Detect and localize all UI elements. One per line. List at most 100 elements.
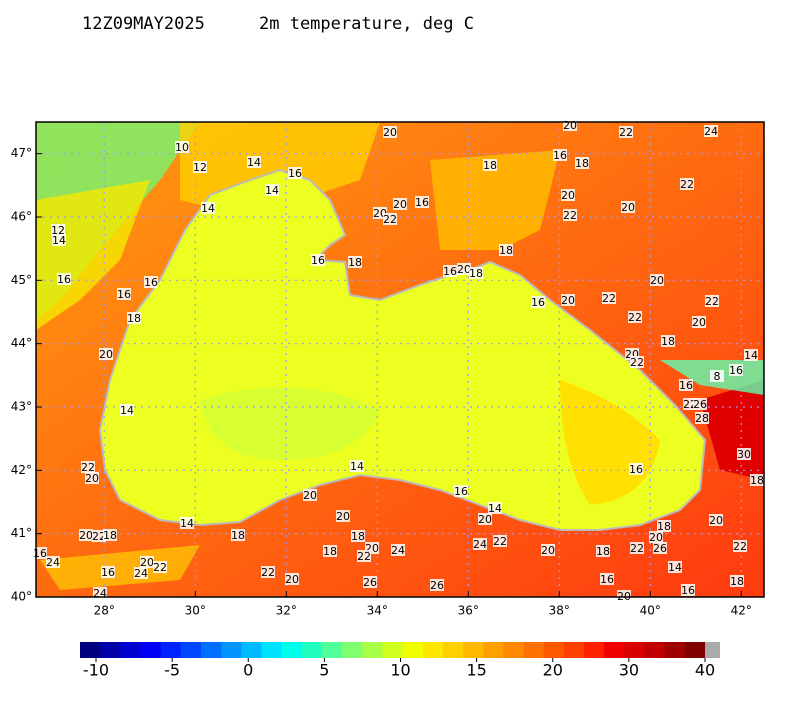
contour-label-bg xyxy=(231,529,245,541)
contour-label: 10 xyxy=(175,141,189,154)
colorbar-label: 15 xyxy=(466,661,486,680)
contour-label: 16 xyxy=(101,566,115,579)
contour-label-bg xyxy=(391,544,405,556)
contour-label-bg xyxy=(101,566,115,578)
contour-label: 22 xyxy=(630,356,644,369)
colorbar-label: 30 xyxy=(619,661,639,680)
contour-label: 12 xyxy=(193,161,207,174)
contour-label-bg xyxy=(430,579,444,591)
contour-label: 24 xyxy=(93,587,107,600)
contour-label: 22 xyxy=(705,295,719,308)
contour-label-bg xyxy=(134,567,148,579)
contour-label: 22 xyxy=(628,311,642,324)
contour-label: 20 xyxy=(457,263,471,276)
contour-label: 16 xyxy=(117,288,131,301)
contour-label-bg xyxy=(705,295,719,307)
contour-label: 16 xyxy=(443,265,457,278)
contour-label: 22 xyxy=(261,566,275,579)
contour-label: 20 xyxy=(541,544,555,557)
contour-label: 18 xyxy=(323,545,337,558)
contour-label: 20 xyxy=(649,531,663,544)
contour-label-bg xyxy=(144,276,158,288)
contour-label: 18 xyxy=(127,312,141,325)
contour-label: 18 xyxy=(469,267,483,280)
contour-label-bg xyxy=(628,311,642,323)
contour-label-bg xyxy=(629,463,643,475)
colorbar-cell xyxy=(100,642,121,658)
contour-label-bg xyxy=(140,556,154,568)
contour-label-bg xyxy=(454,485,468,497)
colorbar-cell xyxy=(503,642,525,658)
contour-label-bg xyxy=(693,398,707,410)
contour-label-bg xyxy=(575,157,589,169)
contour-label-bg xyxy=(351,530,365,542)
colorbar-cell xyxy=(241,642,262,658)
contour-label-bg xyxy=(285,573,299,585)
contour-label: 28 xyxy=(695,412,709,425)
azov-region xyxy=(430,150,560,250)
contour-label: 20 xyxy=(650,274,664,287)
contour-label: 20 xyxy=(140,556,154,569)
contour-label-bg xyxy=(679,379,693,391)
contour-label: 16 xyxy=(629,463,643,476)
colorbar-cell xyxy=(543,642,565,658)
contour-label: 26 xyxy=(693,398,707,411)
contour-label-bg xyxy=(57,273,71,285)
contour-label: 14 xyxy=(744,349,758,362)
contour-label-bg xyxy=(737,448,751,460)
contour-label: 16 xyxy=(57,273,71,286)
contour-label-bg xyxy=(600,573,614,585)
contour-label-bg xyxy=(596,545,610,557)
colorbar-cell xyxy=(221,642,242,658)
contour-label-bg xyxy=(311,254,325,266)
colorbar-label: 10 xyxy=(390,661,410,680)
colorbar-cell xyxy=(180,642,202,658)
contour-label: 14 xyxy=(668,561,682,574)
map-frame xyxy=(35,121,765,598)
contour-label: 20 xyxy=(303,489,317,502)
contour-label-bg xyxy=(668,561,682,573)
colorbar-cell xyxy=(584,642,605,658)
colorbar-label: 40 xyxy=(695,661,715,680)
colorbar-cell xyxy=(301,642,323,658)
contour-label-bg xyxy=(553,149,567,161)
contour-label-bg xyxy=(704,125,718,137)
colorbar-cell xyxy=(281,642,303,658)
contour-label: 16 xyxy=(553,149,567,162)
colorbar-label: 20 xyxy=(543,661,563,680)
map-title: 2m temperature, deg C xyxy=(259,14,474,34)
contour-label: 22 xyxy=(81,461,95,474)
contour-label-bg xyxy=(630,542,644,554)
contour-label-bg xyxy=(744,349,758,361)
contour-label: 22 xyxy=(602,292,616,305)
contour-label-bg xyxy=(120,404,134,416)
contour-label: 16 xyxy=(679,379,693,392)
contour-label: 20 xyxy=(85,472,99,485)
contour-label-bg xyxy=(180,517,194,529)
y-tick-label: 40° xyxy=(11,590,32,604)
x-tick-label: 42° xyxy=(731,604,752,618)
contour-label: 20 xyxy=(561,294,575,307)
y-tick-label: 44° xyxy=(11,336,32,350)
contour-label: 20 xyxy=(336,510,350,523)
contour-label-bg xyxy=(650,274,664,286)
colorbar-cell xyxy=(261,642,283,658)
contour-label: 20 xyxy=(383,126,397,139)
contour-label-bg xyxy=(93,587,107,599)
y-tick-label: 41° xyxy=(11,526,32,540)
contour-label-bg xyxy=(350,460,364,472)
colorbar-cell xyxy=(604,642,625,658)
contour-label: 20 xyxy=(563,119,577,132)
contour-label: 16 xyxy=(33,547,47,560)
colorbar-cell xyxy=(624,642,646,658)
contour-label-bg xyxy=(499,244,513,256)
contour-label: 22 xyxy=(153,561,167,574)
colorbar-cell xyxy=(684,642,706,658)
contour-label-bg xyxy=(563,209,577,221)
contour-label-bg xyxy=(117,288,131,300)
contour-label-bg xyxy=(81,461,95,473)
contour-label: 16 xyxy=(600,573,614,586)
colorbar-cell xyxy=(382,642,404,658)
contour-label-bg xyxy=(79,529,93,541)
